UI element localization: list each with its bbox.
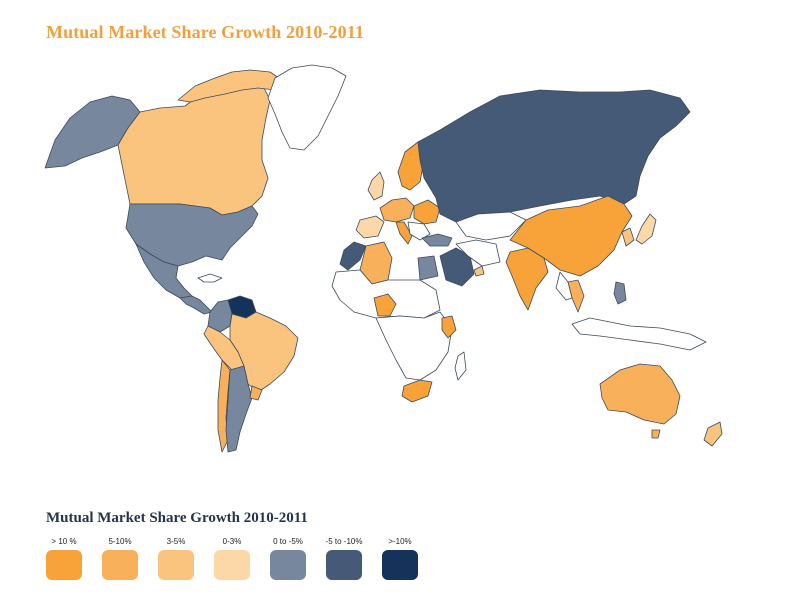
region-western-europe bbox=[379, 197, 415, 223]
legend-item: >-10% bbox=[376, 536, 424, 580]
region-kenya bbox=[441, 315, 457, 339]
legend-label: 0-3% bbox=[222, 537, 242, 546]
legend-item: 3-5% bbox=[152, 536, 200, 580]
legend-label: 3-5% bbox=[166, 537, 186, 546]
region-morocco bbox=[339, 241, 367, 271]
region-north-africa bbox=[331, 269, 441, 319]
legend-label: -5 to -10% bbox=[325, 537, 363, 546]
region-korea bbox=[621, 227, 635, 247]
legend-item: -5 to -10% bbox=[320, 536, 368, 580]
region-south-africa bbox=[401, 379, 433, 403]
legend-swatch bbox=[270, 550, 306, 580]
region-iran bbox=[455, 239, 501, 267]
legend-swatch bbox=[382, 550, 418, 580]
region-egypt bbox=[417, 255, 439, 281]
legend-swatch bbox=[326, 550, 362, 580]
region-central-asia bbox=[455, 211, 527, 241]
region-philippines bbox=[613, 281, 627, 305]
legend-label: >-10% bbox=[388, 537, 412, 546]
region-argentina bbox=[225, 365, 253, 453]
region-southeast-asia bbox=[555, 271, 573, 301]
region-iberia bbox=[355, 215, 385, 239]
legend: > 10 % 5-10% 3-5% 0-3% 0 to -5% -5 to -1… bbox=[40, 536, 424, 580]
legend-swatch bbox=[102, 550, 138, 580]
world-map bbox=[0, 55, 785, 485]
region-new-zealand bbox=[703, 421, 723, 447]
region-colombia bbox=[207, 299, 233, 333]
region-central-africa bbox=[375, 311, 453, 381]
legend-swatch bbox=[158, 550, 194, 580]
region-eastern-europe bbox=[413, 199, 441, 225]
region-uk bbox=[367, 171, 385, 201]
region-uruguay bbox=[249, 385, 263, 401]
region-india bbox=[505, 247, 549, 311]
region-japan bbox=[635, 213, 657, 245]
region-saudi-arabia bbox=[439, 247, 475, 287]
region-mexico bbox=[135, 243, 193, 299]
legend-swatch bbox=[214, 550, 250, 580]
region-greenland bbox=[267, 64, 347, 151]
region-turkey bbox=[421, 233, 453, 247]
legend-label: 0 to -5% bbox=[273, 537, 303, 546]
legend-swatch bbox=[46, 550, 82, 580]
legend-item: 5-10% bbox=[96, 536, 144, 580]
page-title: Mutual Market Share Growth 2010-2011 bbox=[46, 22, 364, 42]
region-indonesia bbox=[571, 317, 707, 351]
region-tasmania bbox=[651, 429, 661, 439]
region-madagascar bbox=[454, 351, 467, 381]
legend-title: Mutual Market Share Growth 2010-2011 bbox=[46, 510, 308, 526]
region-russia bbox=[417, 89, 691, 223]
region-central-america bbox=[179, 295, 213, 315]
region-china bbox=[509, 195, 633, 277]
region-uae bbox=[473, 265, 485, 277]
region-scandinavia bbox=[397, 141, 425, 191]
region-cuba bbox=[197, 273, 223, 283]
region-australia bbox=[599, 363, 681, 425]
region-nigeria bbox=[373, 293, 397, 317]
legend-label: 5-10% bbox=[108, 537, 132, 546]
legend-item: > 10 % bbox=[40, 536, 88, 580]
legend-item: 0 to -5% bbox=[264, 536, 312, 580]
region-italy bbox=[395, 221, 413, 245]
legend-item: 0-3% bbox=[208, 536, 256, 580]
legend-label: > 10 % bbox=[51, 537, 77, 546]
